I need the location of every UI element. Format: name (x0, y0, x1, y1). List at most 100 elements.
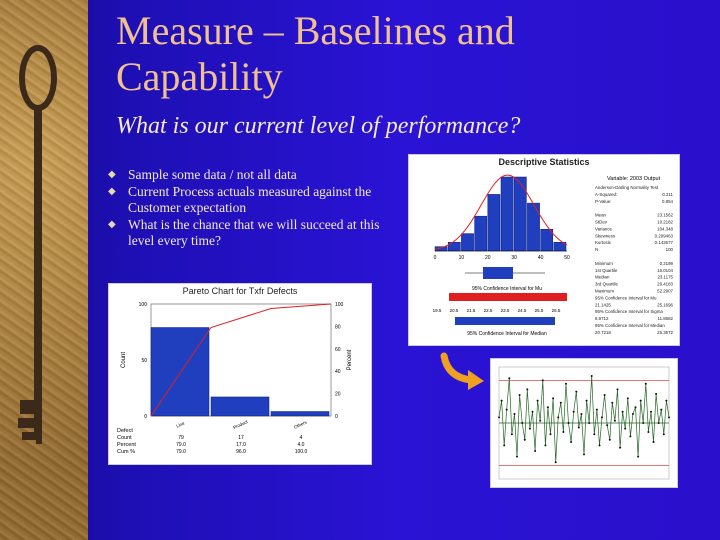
diamond-bullet-icon: ◆ (108, 169, 116, 180)
control-chart (498, 366, 670, 480)
slide-title: Measure – Baselines and Capability (116, 8, 515, 99)
x-tick-label: 50 (564, 255, 570, 261)
normal-curve (434, 174, 568, 250)
control-point (613, 419, 616, 422)
control-point (549, 433, 552, 436)
right-tick-label: 100 (335, 302, 344, 308)
left-tick-label: 0 (144, 414, 147, 420)
stats-value: 23.1175 (657, 275, 673, 280)
pareto-row-label: Defect (117, 428, 133, 434)
ci-mu-bar (449, 293, 567, 301)
pareto-bar (270, 411, 330, 417)
stats-label: 1st Quartile (595, 268, 618, 273)
median-tick-label: 26.5 (552, 308, 561, 313)
pareto-cell: 96.0 (236, 449, 246, 455)
median-tick-label: 20.5 (450, 308, 459, 313)
stats-value: 52.2907 (657, 289, 673, 294)
control-point (642, 422, 645, 424)
control-point (608, 438, 611, 441)
diamond-bullet-icon: ◆ (108, 186, 116, 197)
stats-label: Anderson-Darling Normality Test (595, 185, 659, 190)
control-point (552, 397, 555, 400)
stats-label: Mean (595, 213, 607, 218)
right-tick-label: 60 (335, 347, 341, 353)
control-point (531, 410, 534, 413)
control-point (650, 410, 652, 413)
boxplot-box (483, 267, 513, 279)
control-point (585, 399, 588, 402)
stats-value: 0.209463 (655, 233, 674, 238)
control-point (503, 444, 506, 447)
stats-value: 0.211 (662, 192, 673, 197)
control-point (565, 382, 567, 385)
median-tick-label: 21.5 (467, 308, 476, 313)
control-point (541, 379, 544, 382)
ci-mu-label: 95% Confidence Interval for Mu (472, 286, 542, 292)
control-point (508, 377, 511, 380)
control-point (601, 416, 603, 419)
pareto-row-label: Percent (117, 442, 136, 448)
control-point (534, 450, 537, 452)
stats-label: Minimum (595, 261, 613, 266)
median-tick-label: 23.5 (501, 308, 510, 313)
stats-label: 95% Confidence Interval for Median (595, 323, 665, 328)
pareto-cell: 79 (178, 435, 184, 441)
control-point (662, 433, 665, 436)
pareto-cell: 100.0 (295, 449, 308, 455)
x-tick-label: 20 (485, 255, 491, 261)
control-point (518, 394, 521, 396)
median-tick-label: 24.5 (518, 308, 527, 313)
control-point (516, 455, 518, 458)
stats-value: 16.0104 (657, 268, 673, 273)
control-point (588, 422, 591, 424)
descriptive-statistics-panel: Descriptive Statistics 0 10 20 30 40 50 95% Co… (408, 154, 680, 346)
stats-label: Median (595, 275, 610, 280)
control-point (595, 408, 598, 411)
histogram-bar (461, 233, 474, 252)
control-point (583, 453, 585, 456)
control-point (559, 401, 562, 404)
control-point (539, 419, 542, 422)
stats-label: 3rd Quartile (595, 282, 618, 287)
x-tick-label: 0 (434, 255, 437, 261)
right-tick-label: 40 (335, 369, 341, 375)
left-tick-label: 100 (139, 302, 148, 308)
category-label: Line (175, 420, 185, 428)
control-point (536, 399, 539, 402)
diamond-bullet-icon: ◆ (108, 219, 116, 230)
right-tick-label: 0 (335, 414, 338, 420)
bullet-list: ◆ Sample some data / not all data ◆ Curren… (108, 167, 408, 250)
bullet-item: ◆ Current Process actuals measured agains… (108, 184, 408, 216)
stats-label: 95% Confidence Interval for Mu (595, 295, 657, 300)
bullet-text: What is the chance that we will succeed … (128, 217, 380, 248)
control-point (513, 413, 516, 415)
texture-panel (0, 0, 88, 540)
control-point (619, 446, 622, 449)
descriptive-stats-graphic: 0 10 20 30 40 50 95% Confidence Interval for M… (433, 174, 674, 337)
pareto-cell: 4 (300, 435, 303, 441)
pareto-bar (210, 396, 270, 417)
pareto-cell: 79.0 (176, 442, 186, 448)
control-point (606, 424, 609, 427)
pareto-cell: 17.0 (236, 442, 246, 448)
curved-arrow-icon (440, 352, 484, 390)
bullet-item: ◆ Sample some data / not all data (108, 167, 408, 183)
stats-value: 0.2199 (660, 261, 674, 266)
control-point (634, 406, 637, 409)
histogram-bar (527, 202, 540, 252)
pareto-chart-panel: Pareto Chart for Txfr Defects Line Produc… (108, 283, 372, 465)
ci-median-label: 95% Confidence Interval for Median (467, 331, 547, 337)
control-point (660, 408, 663, 411)
right-axis-label: Percent (347, 349, 353, 370)
cumulative-line (150, 303, 332, 417)
control-point (647, 431, 650, 433)
antique-key-icon (18, 45, 57, 444)
stats-label: A-Squared: (595, 192, 617, 197)
control-point (577, 426, 580, 429)
pareto-cell: 79.0 (176, 449, 186, 455)
descriptive-stats-title: Descriptive Statistics (498, 157, 590, 167)
stats-variable: Variable: 2003 Output (607, 176, 661, 182)
stats-value: 0.142677 (655, 240, 674, 245)
median-tick-label: 19.5 (433, 308, 442, 313)
control-point (528, 427, 531, 430)
